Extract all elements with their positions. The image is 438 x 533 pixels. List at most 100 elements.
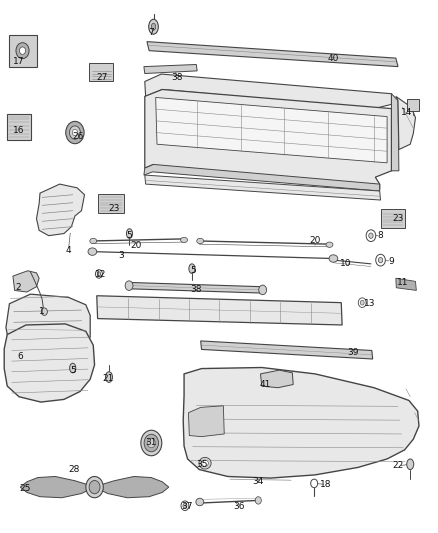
- Text: 36: 36: [234, 502, 245, 511]
- Text: 2: 2: [15, 283, 21, 292]
- Text: 14: 14: [401, 108, 413, 117]
- Ellipse shape: [66, 122, 84, 144]
- Text: 31: 31: [145, 439, 157, 448]
- Text: 8: 8: [378, 231, 383, 240]
- Ellipse shape: [358, 298, 366, 308]
- Text: 13: 13: [364, 299, 375, 308]
- Ellipse shape: [197, 238, 204, 244]
- Polygon shape: [13, 271, 39, 292]
- Ellipse shape: [183, 503, 187, 508]
- Ellipse shape: [407, 459, 414, 470]
- Text: 39: 39: [348, 348, 359, 357]
- Ellipse shape: [329, 255, 338, 262]
- Polygon shape: [144, 165, 380, 191]
- Polygon shape: [188, 406, 224, 437]
- Polygon shape: [392, 94, 399, 171]
- Polygon shape: [145, 90, 392, 189]
- Text: 37: 37: [181, 502, 193, 511]
- Ellipse shape: [378, 257, 383, 263]
- Ellipse shape: [88, 248, 97, 255]
- Text: 7: 7: [148, 28, 154, 37]
- Ellipse shape: [125, 281, 133, 290]
- Text: 11: 11: [397, 278, 408, 287]
- Ellipse shape: [180, 237, 187, 243]
- Polygon shape: [145, 175, 381, 200]
- Ellipse shape: [311, 479, 318, 488]
- Ellipse shape: [70, 126, 81, 139]
- Polygon shape: [4, 324, 95, 402]
- Text: 41: 41: [259, 380, 271, 389]
- Ellipse shape: [255, 497, 261, 504]
- Ellipse shape: [16, 43, 29, 59]
- Text: 34: 34: [253, 478, 264, 486]
- Text: 10: 10: [340, 260, 351, 268]
- Ellipse shape: [141, 430, 162, 456]
- Ellipse shape: [70, 364, 76, 373]
- Text: 35: 35: [197, 460, 208, 469]
- Ellipse shape: [199, 457, 211, 469]
- Text: 20: 20: [131, 241, 142, 250]
- Text: 23: 23: [109, 204, 120, 213]
- Polygon shape: [183, 368, 419, 478]
- Text: 28: 28: [68, 465, 80, 474]
- Ellipse shape: [97, 272, 101, 276]
- Text: 38: 38: [171, 73, 182, 82]
- Text: 21: 21: [102, 374, 113, 383]
- Ellipse shape: [90, 238, 97, 244]
- Bar: [7, 115, 31, 140]
- Text: 25: 25: [19, 483, 30, 492]
- Polygon shape: [396, 96, 416, 150]
- Text: 3: 3: [118, 252, 124, 260]
- Text: 4: 4: [66, 246, 71, 255]
- Ellipse shape: [376, 254, 385, 266]
- Ellipse shape: [366, 230, 376, 241]
- Text: 5: 5: [70, 366, 76, 375]
- Text: 16: 16: [13, 126, 25, 135]
- Polygon shape: [36, 184, 85, 236]
- Ellipse shape: [106, 372, 113, 382]
- Polygon shape: [261, 370, 293, 387]
- Ellipse shape: [196, 498, 204, 506]
- Bar: [407, 99, 419, 111]
- Text: 9: 9: [389, 257, 394, 265]
- Polygon shape: [97, 477, 169, 498]
- Text: 1: 1: [39, 307, 45, 316]
- Text: 40: 40: [328, 54, 339, 62]
- Polygon shape: [147, 42, 398, 67]
- Polygon shape: [20, 477, 92, 498]
- Polygon shape: [6, 294, 90, 361]
- Text: 5: 5: [127, 231, 132, 240]
- Ellipse shape: [41, 308, 47, 316]
- Ellipse shape: [202, 460, 208, 466]
- Text: 22: 22: [392, 462, 404, 470]
- Ellipse shape: [149, 19, 158, 34]
- Text: 12: 12: [95, 270, 107, 279]
- Text: 20: 20: [309, 237, 321, 246]
- Text: 23: 23: [392, 214, 404, 223]
- Bar: [9, 35, 37, 67]
- Polygon shape: [144, 64, 197, 74]
- Text: 18: 18: [320, 480, 332, 489]
- Text: 6: 6: [18, 352, 23, 361]
- Polygon shape: [201, 341, 373, 359]
- Ellipse shape: [89, 480, 100, 494]
- Ellipse shape: [127, 229, 133, 238]
- Text: 27: 27: [96, 73, 108, 82]
- Bar: [381, 209, 406, 228]
- Ellipse shape: [151, 23, 155, 30]
- Ellipse shape: [326, 242, 333, 247]
- Ellipse shape: [148, 438, 155, 448]
- Text: 26: 26: [73, 132, 84, 141]
- Ellipse shape: [144, 434, 159, 452]
- Ellipse shape: [360, 300, 364, 305]
- Ellipse shape: [19, 47, 25, 54]
- Polygon shape: [97, 296, 342, 325]
- Ellipse shape: [189, 264, 195, 273]
- Bar: [89, 63, 113, 82]
- Text: 5: 5: [190, 266, 196, 275]
- Polygon shape: [155, 98, 387, 163]
- Text: 17: 17: [13, 58, 25, 66]
- Ellipse shape: [259, 285, 267, 295]
- Ellipse shape: [181, 501, 189, 511]
- Ellipse shape: [95, 270, 102, 278]
